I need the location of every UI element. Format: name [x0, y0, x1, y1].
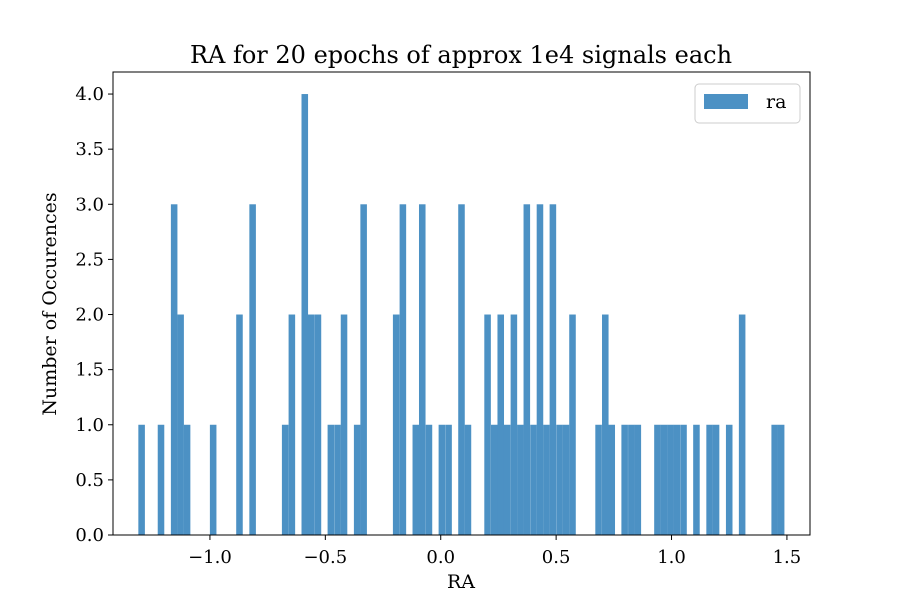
y-axis-ticks: 0.0 0.5 1.0 1.5 2.0 2.5 3.0 3.5 4.0 [75, 84, 113, 546]
histogram-bar [307, 314, 315, 535]
histogram-bar [712, 424, 720, 535]
bars-group [138, 94, 785, 536]
x-axis-label: RA [447, 571, 475, 593]
y-tick-label: 1.5 [75, 360, 104, 381]
histogram-bar [621, 424, 628, 535]
histogram-bar [399, 204, 407, 536]
legend-swatch [704, 94, 748, 109]
plot-frame [112, 71, 811, 536]
y-tick-label: 3.5 [75, 139, 104, 160]
y-tick-label: 3.0 [75, 194, 104, 215]
histogram-bar [680, 424, 687, 535]
histogram-bar [673, 424, 681, 535]
histogram-bar [562, 424, 570, 535]
histogram-bar [170, 204, 178, 536]
y-axis-label: Number of Occurences [39, 192, 61, 415]
histogram-bar [497, 314, 505, 535]
histogram-bar [608, 424, 616, 535]
histogram-bar [484, 314, 491, 535]
histogram-bar [549, 204, 557, 536]
histogram-bar [693, 424, 700, 535]
histogram-bar [334, 424, 341, 535]
histogram-bar [425, 424, 433, 535]
histogram-bar [536, 204, 544, 536]
histogram-bar [523, 204, 531, 536]
histogram-bar [725, 424, 733, 535]
histogram-bar [556, 424, 563, 535]
histogram-bar [517, 424, 524, 535]
histogram-bar [301, 94, 309, 536]
histogram-bar [327, 424, 335, 535]
histogram-bar [445, 424, 452, 535]
histogram-bar [503, 424, 511, 535]
histogram-bar [634, 424, 642, 535]
x-tick-label: 0.5 [542, 547, 571, 568]
histogram-bar [602, 314, 609, 535]
histogram-bar [340, 314, 348, 535]
histogram-bar [510, 314, 518, 535]
histogram-bar [288, 314, 296, 535]
histogram-bar [458, 204, 465, 536]
y-tick-label: 1.0 [75, 415, 104, 436]
histogram-bar [177, 314, 184, 535]
histogram-bar [353, 424, 361, 535]
histogram-bar [412, 424, 420, 535]
y-tick-label: 0.0 [75, 525, 104, 546]
x-tick-label: 1.0 [657, 547, 686, 568]
y-tick-label: 2.0 [75, 305, 104, 326]
histogram-bar [236, 314, 243, 535]
histogram-bar [138, 424, 145, 535]
histogram-bar [418, 204, 426, 536]
chart-title: RA for 20 epochs of approx 1e4 signals e… [190, 41, 732, 69]
histogram-bar [392, 314, 400, 535]
y-tick-label: 4.0 [75, 84, 104, 105]
histogram-bar [543, 424, 550, 535]
histogram-bar [249, 204, 256, 536]
x-tick-label: −1.0 [188, 547, 232, 568]
y-tick-label: 2.5 [75, 249, 104, 270]
histogram-bar [183, 424, 191, 535]
histogram-bar [654, 424, 661, 535]
histogram-bar [628, 424, 635, 535]
histogram-bar [771, 424, 778, 535]
histogram-bar [464, 424, 472, 535]
histogram-bar [314, 314, 322, 535]
legend: ra [694, 83, 801, 124]
histogram-bar [595, 424, 602, 535]
histogram-bar [438, 424, 446, 535]
histogram-bar [360, 204, 367, 536]
x-tick-label: 1.5 [773, 547, 802, 568]
histogram-bar [660, 424, 668, 535]
x-axis-ticks: −1.0 −0.5 0.0 0.5 1.0 1.5 [188, 535, 801, 568]
histogram-bar [281, 424, 289, 535]
histogram-bar [491, 424, 498, 535]
histogram-bar [157, 424, 165, 535]
histogram-bar [706, 424, 713, 535]
histogram-bar [667, 424, 674, 535]
x-tick-label: 0.0 [426, 547, 455, 568]
histogram-bar [209, 424, 217, 535]
histogram-bar [738, 314, 746, 535]
histogram-bar [569, 314, 576, 535]
legend-label-ra: ra [766, 91, 786, 113]
y-tick-label: 0.5 [75, 470, 104, 491]
histogram-bar [530, 424, 537, 535]
x-tick-label: −0.5 [303, 547, 347, 568]
histogram-bar [777, 424, 785, 535]
